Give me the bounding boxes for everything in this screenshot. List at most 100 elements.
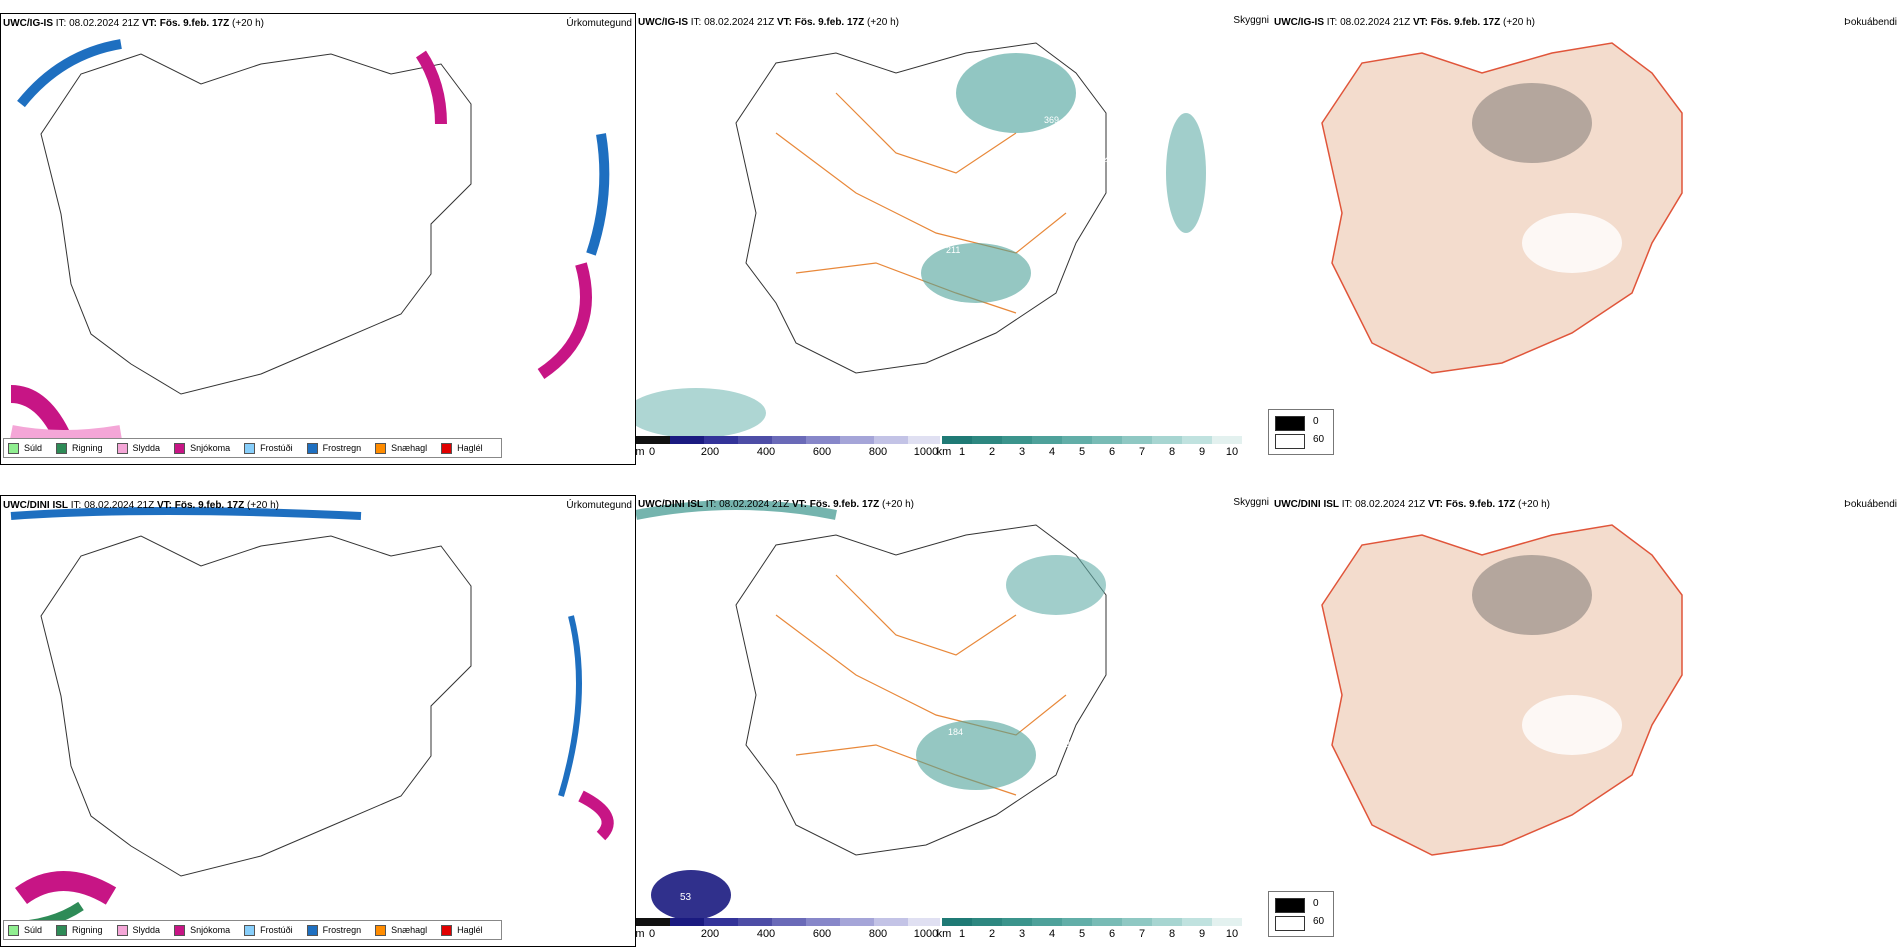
legend-item: Rigning (56, 924, 103, 936)
panel-title: UWC/IG-IS IT: 08.02.2024 21Z VT: Fös. 9.… (638, 17, 899, 28)
colorbar-tick: 4 (1048, 928, 1056, 940)
colorbar-step (1182, 436, 1212, 444)
colorbar-step (738, 918, 772, 926)
legend-swatch (375, 924, 387, 936)
colorbar-step (1212, 436, 1242, 444)
legend-item: Haglél (441, 924, 483, 936)
colorbar-tick: 3 (1018, 446, 1026, 458)
panel-variable: Skyggni (1233, 497, 1269, 508)
colorbar-step (1062, 918, 1092, 926)
colorbar-tick: 400 (756, 446, 776, 458)
colorbar-tick: 1 (958, 928, 966, 940)
precip-type-panel-row1: UWC/IG-IS IT: 08.02.2024 21Z VT: Fös. 9.… (0, 13, 636, 465)
colorbar-tick: 8 (1168, 446, 1176, 458)
colorbar-unit: km (936, 928, 952, 940)
colorbar-steps (636, 918, 940, 926)
colorbar-step (1032, 918, 1062, 926)
legend-swatch (8, 924, 19, 936)
colorbar-tick: 9 (1198, 928, 1206, 940)
panel-variable: Skyggni (1233, 15, 1269, 26)
colorbar-unit: m (635, 928, 645, 940)
colorbar-tick: 800 (868, 446, 888, 458)
legend-item: Slydda (116, 442, 160, 454)
precip-type-panel-row2: UWC/DINI ISL IT: 08.02.2024 21Z VT: Fös.… (0, 495, 636, 947)
fog-index-legend: 0 60 (1268, 409, 1334, 455)
colorbar-tick: 10 (1225, 928, 1239, 940)
colorbar-step (1032, 436, 1062, 444)
colorbar-tick: 800 (868, 928, 888, 940)
colorbar-tick: 5 (1078, 446, 1086, 458)
map-value-label: 308 (1088, 612, 1103, 622)
legend-swatch (441, 442, 453, 454)
colorbar-step (840, 918, 874, 926)
legend-item: Slydda (116, 924, 160, 936)
colorbar-unit: km (936, 446, 952, 458)
legend-item: Súld (8, 924, 42, 936)
visibility-m-colorbar: m 0 200 400 600 800 1000 (635, 436, 940, 460)
legend-swatch (116, 924, 128, 936)
colorbar-tick: 600 (812, 446, 832, 458)
colorbar-step (874, 918, 908, 926)
legend-swatch (174, 924, 186, 936)
legend-item: Snæhagl (375, 924, 427, 936)
colorbar-step (972, 436, 1002, 444)
fog-index-map (1321, 42, 1683, 374)
colorbar-tick: 600 (812, 928, 832, 940)
colorbar-step (806, 918, 840, 926)
colorbar-step (636, 918, 670, 926)
colorbar-step (1122, 436, 1152, 444)
colorbar-steps (942, 436, 1242, 444)
colorbar-step (1062, 436, 1092, 444)
colorbar-step (1152, 436, 1182, 444)
legend-swatch (8, 442, 19, 454)
colorbar-step (942, 918, 972, 926)
colorbar-step (772, 436, 806, 444)
colorbar-tick: 1000 (913, 446, 939, 458)
panel-variable: Þokuábendi (1844, 17, 1897, 28)
colorbar-step (1092, 436, 1122, 444)
colorbar-step (908, 918, 940, 926)
colorbar-step (874, 436, 908, 444)
legend-item: Frostúði (244, 924, 293, 936)
legend-swatch (306, 442, 318, 454)
panel-variable: Úrkomutegund (566, 500, 632, 511)
map-value-label: 369 (1044, 115, 1059, 125)
fog-index-panel-row2: UWC/DINI ISL IT: 08.02.2024 21Z VT: Fös.… (1268, 495, 1900, 947)
colorbar-step (1212, 918, 1242, 926)
fog-swatch (1275, 916, 1305, 931)
colorbar-step (972, 918, 1002, 926)
fog-swatch (1275, 434, 1305, 449)
legend-swatch (375, 442, 387, 454)
colorbar-tick: 2 (988, 928, 996, 940)
colorbar-step (636, 436, 670, 444)
colorbar-tick: 10 (1225, 446, 1239, 458)
legend-swatch (56, 924, 68, 936)
fog-value: 0 (1313, 416, 1319, 427)
map-value-label: 73 (1060, 739, 1070, 749)
colorbar-step (1002, 918, 1032, 926)
visibility-km-colorbar: km 1 2 3 4 5 6 7 8 9 10 (937, 436, 1242, 460)
fog-value: 0 (1313, 898, 1319, 909)
colorbar-step (806, 436, 840, 444)
colorbar-step (772, 918, 806, 926)
map-value-label: 53 (680, 892, 692, 903)
legend-swatch (56, 442, 68, 454)
colorbar-tick: 6 (1108, 928, 1116, 940)
precip-type-map (10, 507, 614, 931)
panel-title: UWC/IG-IS IT: 08.02.2024 21Z VT: Fös. 9.… (3, 18, 264, 29)
colorbar-tick: 2 (988, 446, 996, 458)
colorbar-steps (942, 918, 1242, 926)
visibility-km-colorbar: km 1 2 3 4 5 6 7 8 9 10 (937, 918, 1242, 942)
legend-swatch (244, 442, 256, 454)
panel-title: UWC/DINI ISL IT: 08.02.2024 21Z VT: Fös.… (638, 499, 914, 510)
visibility-m-colorbar: m 0 200 400 600 800 1000 (635, 918, 940, 942)
colorbar-step (670, 436, 704, 444)
map-value-label: 97 (994, 215, 1004, 225)
colorbar-step (704, 918, 738, 926)
legend-item: Haglél (441, 442, 483, 454)
colorbar-tick: 1000 (913, 928, 939, 940)
legend-swatch (441, 924, 453, 936)
colorbar-step (1092, 918, 1122, 926)
colorbar-tick: 200 (700, 446, 720, 458)
colorbar-tick: 3 (1018, 928, 1026, 940)
